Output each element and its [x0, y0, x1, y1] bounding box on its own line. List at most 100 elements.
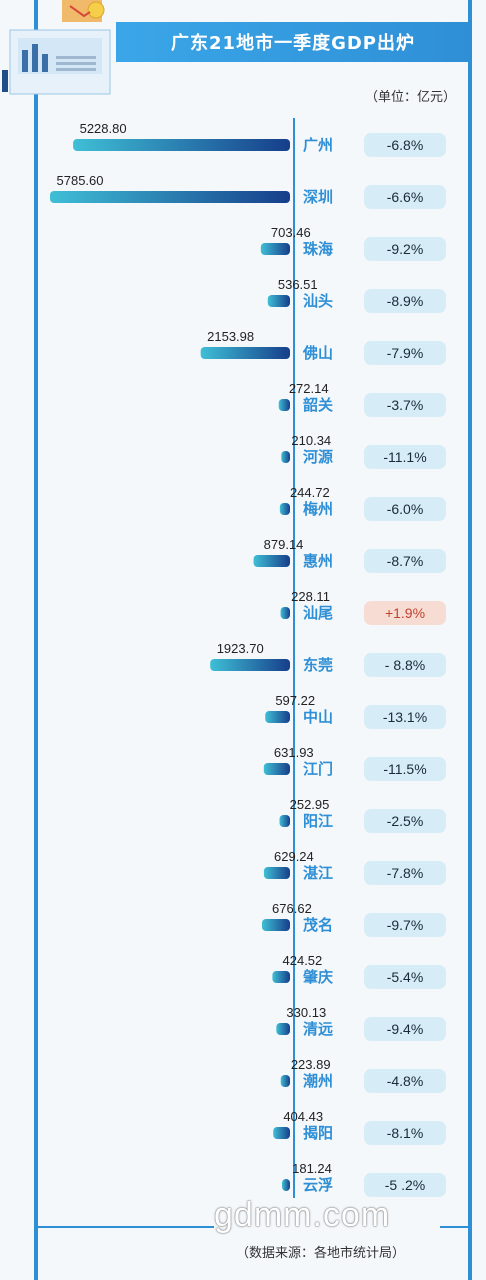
growth-label: -9.7% [387, 917, 424, 933]
value-label: 252.95 [290, 797, 330, 812]
growth-label: -13.1% [383, 709, 427, 725]
value-label: 1923.70 [217, 641, 264, 656]
bar-阳江 [279, 815, 290, 827]
value-label: 272.14 [289, 381, 329, 396]
bar-韶关 [278, 399, 290, 411]
city-label: 汕尾 [303, 604, 333, 622]
growth-badge [364, 1069, 446, 1093]
bar-东莞 [210, 659, 290, 671]
growth-label: -6.6% [387, 189, 424, 205]
bar-肇庆 [272, 971, 290, 983]
bar-梅州 [279, 503, 290, 515]
bar-揭阳 [273, 1127, 290, 1139]
growth-label: -8.7% [387, 553, 424, 569]
value-label: 703.46 [271, 225, 311, 240]
value-label: 2153.98 [207, 329, 254, 344]
growth-label: -8.9% [387, 293, 424, 309]
city-label: 珠海 [303, 240, 333, 258]
value-label: 424.52 [283, 953, 323, 968]
city-label: 韶关 [303, 396, 333, 414]
growth-badge [364, 913, 446, 937]
growth-badge [364, 601, 446, 625]
bar-潮州 [280, 1075, 290, 1087]
frame-left-border [34, 0, 38, 1280]
growth-badge [364, 341, 446, 365]
data-source: （数据来源：各地市统计局） [236, 1246, 406, 1261]
value-label: 879.14 [264, 537, 304, 552]
city-label: 肇庆 [302, 968, 333, 986]
unit-label: （单位：亿元） [364, 90, 456, 105]
growth-badge [364, 757, 446, 781]
bar-佛山 [200, 347, 290, 359]
value-label: 597.22 [275, 693, 315, 708]
value-label: 5228.80 [80, 121, 127, 136]
city-label: 清远 [303, 1020, 333, 1038]
growth-badge [364, 1121, 446, 1145]
value-label: 676.62 [272, 901, 312, 916]
bar-惠州 [253, 555, 290, 567]
city-label: 惠州 [303, 552, 333, 570]
growth-badge [364, 237, 446, 261]
growth-label: -7.9% [387, 345, 424, 361]
growth-label: -9.2% [387, 241, 424, 257]
value-label: 210.34 [291, 433, 331, 448]
city-label: 深圳 [303, 188, 333, 206]
value-label: 228.11 [291, 589, 330, 604]
growth-label: - 8.8% [385, 657, 425, 673]
chart-title: 广东21地市一季度GDP出炉 [116, 22, 470, 62]
growth-badge [364, 445, 446, 469]
city-label: 阳江 [303, 812, 333, 830]
bar-河源 [281, 451, 290, 463]
bar-汕尾 [280, 607, 290, 619]
city-label: 梅州 [303, 500, 333, 518]
bar-江门 [263, 763, 290, 775]
city-label: 茂名 [303, 916, 333, 934]
bar-湛江 [263, 867, 290, 879]
growth-label: -4.8% [387, 1073, 424, 1089]
growth-badge [364, 185, 446, 209]
bar-清远 [276, 1023, 290, 1035]
bar-中山 [265, 711, 290, 723]
growth-badge [364, 809, 446, 833]
city-label: 东莞 [303, 656, 333, 674]
city-label: 揭阳 [303, 1124, 333, 1142]
frame-right-border [468, 0, 472, 1280]
city-label: 潮州 [303, 1072, 333, 1090]
growth-label: -6.0% [387, 501, 424, 517]
growth-badge [364, 705, 446, 729]
value-label: 223.89 [291, 1057, 331, 1072]
growth-label: -8.1% [387, 1125, 424, 1141]
growth-label: -5.4% [387, 969, 424, 985]
value-label: 330.13 [286, 1005, 326, 1020]
bar-汕头 [267, 295, 290, 307]
growth-badge [364, 549, 446, 573]
growth-label: -7.8% [387, 865, 424, 881]
growth-badge [364, 861, 446, 885]
growth-label: -3.7% [387, 397, 424, 413]
growth-badge [364, 393, 446, 417]
bar-云浮 [282, 1179, 290, 1191]
growth-label: -9.4% [387, 1021, 424, 1037]
growth-label: -2.5% [387, 813, 424, 829]
value-label: 181.24 [292, 1161, 332, 1176]
growth-badge [364, 497, 446, 521]
value-label: 404.43 [283, 1109, 323, 1124]
bar-深圳 [50, 191, 290, 203]
bar-广州 [73, 139, 290, 151]
growth-badge [364, 289, 446, 313]
growth-badge [364, 133, 446, 157]
value-label: 631.93 [274, 745, 314, 760]
growth-badge [364, 1173, 446, 1197]
city-label: 云浮 [303, 1176, 333, 1194]
growth-label: -11.5% [383, 761, 426, 777]
growth-badge [364, 653, 446, 677]
watermark-text: gdmm.com [214, 1196, 391, 1234]
value-label: 5785.60 [57, 173, 104, 188]
growth-badge [364, 965, 446, 989]
value-label: 244.72 [290, 485, 330, 500]
city-label: 湛江 [303, 864, 333, 882]
growth-label: -6.8% [387, 137, 424, 153]
city-label: 江门 [303, 760, 333, 778]
value-label: 536.51 [278, 277, 318, 292]
